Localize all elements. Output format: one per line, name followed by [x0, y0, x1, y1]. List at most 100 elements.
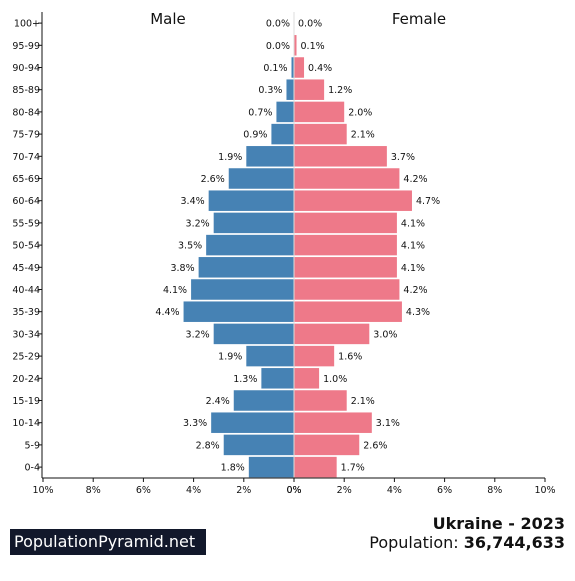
male-bar-90-94: [291, 57, 294, 78]
male-bar-35-39: [183, 301, 294, 322]
male-value-label: 0.9%: [243, 130, 267, 141]
male-bar-40-44: [191, 279, 294, 300]
age-group-label: 20-24: [12, 374, 40, 385]
x-tick-label-left: 6%: [136, 485, 151, 496]
male-value-label: 2.8%: [196, 440, 220, 451]
female-bar-40-44: [294, 279, 400, 300]
female-value-label: 4.1%: [401, 263, 425, 274]
male-value-label: 3.4%: [181, 196, 205, 207]
female-value-label: 1.2%: [328, 85, 352, 96]
female-value-label: 4.3%: [406, 307, 430, 318]
male-value-label: 0.0%: [266, 19, 290, 30]
male-value-label: 2.6%: [201, 174, 225, 185]
male-value-label: 1.8%: [221, 463, 245, 474]
male-value-label: 3.5%: [178, 241, 202, 252]
x-tick-label-left: 2%: [236, 485, 251, 496]
male-bar-20-24: [261, 368, 294, 389]
male-value-label: 0.1%: [263, 63, 287, 74]
male-bar-60-64: [208, 190, 294, 211]
x-tick-label-right: 10%: [534, 485, 555, 496]
x-tick-label-right: 8%: [487, 485, 502, 496]
female-value-label: 0.0%: [298, 19, 322, 30]
female-bar-80-84: [294, 101, 345, 123]
male-bar-5-9: [223, 434, 294, 456]
female-bar-20-24: [294, 368, 320, 389]
age-group-label: 70-74: [12, 152, 40, 163]
x-tick-label-right: 6%: [437, 485, 452, 496]
x-tick-label-right: 0%: [286, 485, 301, 496]
male-value-label: 1.9%: [218, 352, 242, 363]
country-year-title: Ukraine - 2023: [432, 514, 565, 533]
female-bar-15-19: [294, 390, 347, 411]
age-group-label: 80-84: [12, 107, 40, 118]
female-value-label: 1.6%: [338, 352, 362, 363]
male-value-label: 0.0%: [266, 41, 290, 52]
age-group-label: 65-69: [12, 174, 40, 185]
female-bar-30-34: [294, 323, 370, 345]
female-series-title: Female: [392, 10, 446, 28]
x-tick-label-left: 8%: [86, 485, 101, 496]
female-bar-25-29: [294, 345, 335, 367]
male-value-label: 4.4%: [155, 307, 179, 318]
x-tick-label-right: 2%: [337, 485, 352, 496]
male-series-title: Male: [150, 10, 186, 28]
female-value-label: 0.4%: [308, 63, 332, 74]
male-value-label: 3.2%: [186, 218, 210, 229]
population-label: Population:: [369, 533, 459, 552]
male-bar-25-29: [246, 345, 294, 367]
male-value-label: 3.2%: [186, 329, 210, 340]
age-group-label: 35-39: [12, 307, 40, 318]
female-value-label: 4.2%: [403, 174, 427, 185]
male-value-label: 4.1%: [163, 285, 187, 296]
x-tick-label-left: 0%: [286, 485, 301, 496]
female-bar-35-39: [294, 301, 402, 322]
female-bar-0-4: [294, 456, 337, 478]
age-group-label: 0-4: [24, 463, 40, 474]
age-group-label: 50-54: [12, 241, 40, 252]
male-value-label: 0.7%: [248, 107, 272, 118]
male-bar-65-69: [228, 168, 294, 189]
age-group-label: 10-14: [12, 418, 40, 429]
population-value: 36,744,633: [463, 533, 565, 552]
female-value-label: 2.0%: [348, 107, 372, 118]
male-value-label: 3.3%: [183, 418, 207, 429]
male-bar-75-79: [271, 123, 294, 145]
age-group-label: 85-89: [12, 85, 40, 96]
female-value-label: 4.7%: [416, 196, 440, 207]
male-bar-70-74: [246, 146, 294, 167]
female-bar-85-89: [294, 79, 325, 100]
female-value-label: 4.2%: [403, 285, 427, 296]
female-bar-10-14: [294, 412, 372, 433]
age-group-label: 40-44: [12, 285, 40, 296]
female-value-label: 1.0%: [323, 374, 347, 385]
age-group-label: 30-34: [12, 329, 40, 340]
male-value-label: 1.9%: [218, 152, 242, 163]
age-group-label: 45-49: [12, 263, 40, 274]
x-tick-label-right: 4%: [387, 485, 402, 496]
female-bar-95-99: [294, 35, 297, 56]
male-bar-85-89: [286, 79, 294, 100]
age-group-label: 60-64: [12, 196, 40, 207]
female-bar-75-79: [294, 123, 347, 145]
female-bar-50-54: [294, 234, 397, 256]
age-group-label: 75-79: [12, 130, 40, 141]
female-bar-45-49: [294, 257, 397, 278]
age-group-label: 5-9: [24, 440, 40, 451]
male-bar-30-34: [213, 323, 294, 345]
female-value-label: 3.7%: [391, 152, 415, 163]
x-tick-label-left: 4%: [186, 485, 201, 496]
populationpyramid-brand: PopulationPyramid.net: [10, 529, 206, 555]
age-group-label: 15-19: [12, 396, 40, 407]
female-value-label: 4.1%: [401, 241, 425, 252]
age-group-label: 95-99: [12, 41, 40, 52]
male-value-label: 1.3%: [233, 374, 257, 385]
female-value-label: 2.6%: [363, 440, 387, 451]
age-group-label: 55-59: [12, 218, 40, 229]
age-group-label: 90-94: [12, 63, 40, 74]
x-tick-label-left: 10%: [32, 485, 53, 496]
female-bar-5-9: [294, 434, 360, 456]
male-value-label: 2.4%: [206, 396, 230, 407]
male-bar-15-19: [233, 390, 294, 411]
female-value-label: 3.0%: [373, 329, 397, 340]
female-value-label: 1.7%: [341, 463, 365, 474]
